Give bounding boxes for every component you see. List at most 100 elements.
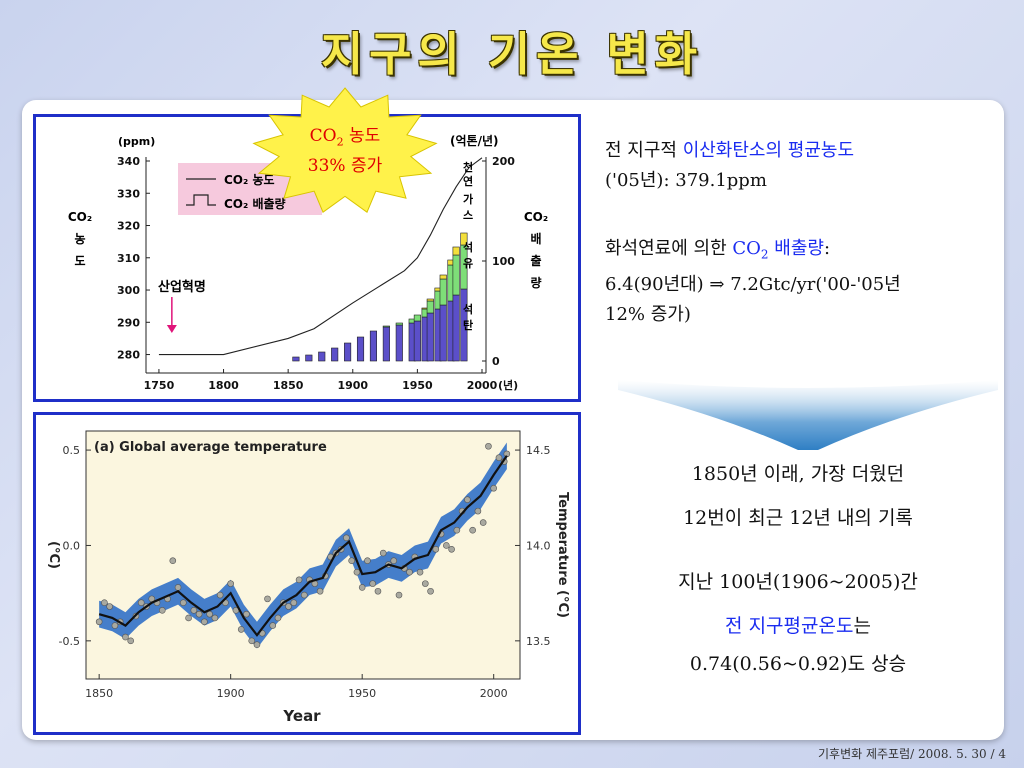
annual-point [374, 587, 382, 595]
global-temp-line: 전 지구평균온도는 [598, 608, 998, 644]
fossil-emission-paragraph: 화석연료에 의한 CO2 배출량: 6.4(90년대) ⇒ 7.2Gtc/yr(… [605, 234, 1015, 330]
temp-tick-labels: -0.5 13.5 0.0 14.0 0.5 14.5 1850 1900 1950 2000 [59, 444, 551, 700]
temp-left-tick-label: 0.0 [63, 539, 81, 552]
annual-point [316, 587, 324, 595]
annual-point [127, 637, 135, 645]
temp-x-tick-label: 2000 [480, 687, 508, 700]
down-arrow-shape [618, 380, 998, 450]
annual-point [106, 603, 113, 610]
left-tick-label: 330 [117, 187, 140, 200]
annual-point [285, 603, 292, 610]
annual-point [137, 599, 145, 606]
bar-coal [395, 324, 403, 362]
annual-point [185, 614, 192, 622]
hottest-years-line-1: 1850년 이래, 가장 더웠던 [691, 463, 905, 485]
left-tick-label: 300 [117, 284, 140, 297]
x-tick-suffix: (년) [498, 378, 518, 392]
p2-emission: 배출량 [768, 238, 824, 259]
temp-chart-title: (a) Global average temperature [94, 440, 327, 455]
annual-point [253, 641, 261, 648]
temp-right-tick-label: 14.0 [526, 539, 551, 552]
side-label-coal-1: 석 [463, 302, 473, 316]
emission-bars [292, 232, 468, 362]
annual-point [274, 614, 282, 622]
temp-right-tick-label: 13.5 [526, 635, 551, 648]
co2-tick-labels: 280 290 300 310 320 330 340 0 100 200 1750 1800 1850… [117, 155, 518, 392]
right-tick-label: 0 [492, 355, 500, 368]
annual-point [269, 622, 277, 629]
annual-point [469, 526, 476, 534]
left-tick-label: 310 [117, 252, 140, 265]
side-label-gas-2: 연 [463, 174, 473, 188]
side-label-gas-1: 천 [463, 160, 473, 174]
temp-ylabel-left: (°C) [46, 541, 61, 569]
annual-point [101, 599, 108, 606]
temperature-chart-panel: -0.5 13.5 0.0 14.0 0.5 14.5 1850 1900 1950 2000 (… [33, 412, 581, 735]
bar-coal [292, 356, 300, 362]
p1-text-value: ('05년): 379.1ppm [605, 170, 767, 191]
bar-coal [426, 312, 434, 362]
annual-point [190, 607, 198, 614]
annual-point [95, 618, 103, 626]
annual-point [490, 484, 497, 492]
side-label-gas-4: 스 [463, 209, 473, 222]
annual-point [195, 610, 203, 618]
annual-point [169, 557, 177, 565]
bar-coal [318, 351, 326, 362]
left-tick-label: 280 [117, 349, 140, 362]
annual-point [295, 576, 303, 584]
annotation-arrow-head [166, 325, 177, 333]
ylabel-right-1: CO₂ [524, 210, 548, 224]
industrial-revolution-label: 산업혁명 [158, 279, 206, 295]
hottest-years-line-2: 12번이 최근 12년 내의 기록 [683, 507, 913, 529]
century-line: 지난 100년(1906~2005)간 [678, 571, 918, 593]
annual-point [174, 584, 182, 591]
temp-x-tick-label: 1850 [85, 687, 113, 700]
left-tick-label: 290 [117, 316, 140, 329]
annual-point [290, 599, 298, 606]
annual-point [474, 507, 482, 515]
temp-xlabel: Year [282, 707, 321, 725]
bar-coal [344, 342, 352, 362]
annual-point [122, 633, 129, 641]
side-label-coal-2: 탄 [463, 318, 473, 332]
annual-point [390, 557, 398, 565]
bar-coal [356, 336, 365, 362]
temp-plot-area [85, 430, 521, 680]
right-units-label: (억톤/년) [450, 134, 498, 148]
global-temp-suffix: 는 [853, 615, 871, 637]
bar-oil [426, 300, 434, 314]
p1-text-a: 전 지구적 [605, 140, 683, 161]
bar-coal [439, 304, 447, 362]
x-tick-label: 1900 [337, 379, 368, 392]
annual-point [485, 442, 492, 450]
co2-chart: 280 290 300 310 320 330 340 0 100 200 1750 1800 1850… [68, 134, 548, 392]
x-tick-label: 1750 [144, 379, 175, 392]
bar-coal [369, 330, 377, 362]
annual-point [432, 545, 440, 553]
co2-concentration-line [158, 157, 483, 356]
bar-coal [331, 347, 339, 362]
left-units-label: (ppm) [118, 135, 155, 148]
ylabel-right-2: 배 [530, 231, 541, 246]
p2-text-a: 화석연료에 의한 [605, 238, 733, 259]
legend-bar-swatch [186, 194, 216, 206]
uncertainty-band [99, 442, 507, 649]
ylabel-left-1: CO₂ [68, 210, 92, 224]
ylabel-left-3: 도 [74, 254, 85, 268]
annual-point [216, 591, 224, 599]
annual-point [358, 584, 366, 591]
ylabel-right-4: 량 [530, 276, 541, 290]
side-label-gas-3: 가 [463, 192, 473, 206]
bar-gas [439, 274, 447, 280]
annual-point [237, 626, 245, 633]
bar-coal [305, 354, 313, 362]
temp-left-tick-label: 0.5 [63, 444, 81, 457]
temperature-chart: -0.5 13.5 0.0 14.0 0.5 14.5 1850 1900 1950 2000 (… [46, 430, 570, 725]
bar-gas [460, 232, 468, 246]
annual-point [158, 607, 166, 614]
ylabel-left-2: 농 [74, 232, 85, 246]
bar-coal [382, 326, 390, 362]
annual-point [364, 557, 371, 565]
global-temp-highlight: 전 지구평균온도 [725, 615, 854, 637]
